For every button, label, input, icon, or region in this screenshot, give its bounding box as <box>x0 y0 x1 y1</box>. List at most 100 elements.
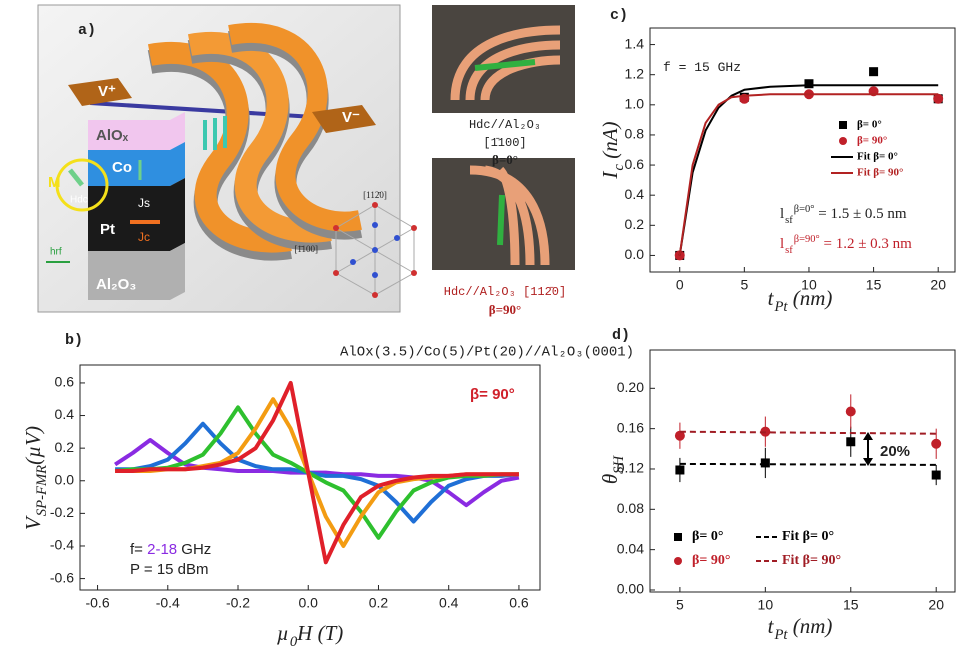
photos: Hdc//Al₂O₃ [1̄100] β=0° Hdc//Al₂O₃ [112̄… <box>432 5 575 317</box>
text-part: = 1.5 ± 0.5 nm <box>814 206 906 222</box>
marker <box>934 94 943 103</box>
x-tick-label: 0 <box>676 277 684 293</box>
y-tick-label: 0.4 <box>625 186 645 202</box>
x-tick-label: 15 <box>866 277 882 293</box>
text-part: β=90° <box>794 234 820 245</box>
marker <box>846 407 855 416</box>
text-part: SH <box>611 454 627 473</box>
layer-label: Al₂O₃ <box>96 276 136 293</box>
photo-caption: [1̄100] <box>483 136 526 150</box>
vector-label: Hdc <box>70 195 88 206</box>
text-part: = 1.2 ± 0.3 nm <box>820 236 912 252</box>
series-line <box>680 432 936 434</box>
legend-swatch <box>674 557 682 565</box>
annotation: f = 15 GHz <box>663 60 741 75</box>
text-part: (nm) <box>788 614 833 638</box>
text-part: Pt <box>773 299 788 315</box>
y-tick-label: 0.04 <box>617 540 644 556</box>
legend-label: β= 0° <box>692 529 723 544</box>
marker <box>676 466 684 474</box>
y-tick-label: 0.2 <box>55 439 75 455</box>
legend-swatch <box>839 137 847 145</box>
y-tick-label: 0.6 <box>625 156 645 172</box>
page: {"figure_a": {"label": "a)", "layers": [… <box>0 0 966 650</box>
text-part: sf <box>785 245 793 256</box>
y-tick-label: 0.08 <box>617 500 644 516</box>
y-tick-label: 0.16 <box>617 419 644 435</box>
legend-label: Fit β= 90° <box>782 553 841 568</box>
y-tick-label: 0.0 <box>625 246 645 262</box>
lattice-label: [112̄0] <box>363 190 387 200</box>
x-tick-label: 5 <box>676 597 684 613</box>
y-tick-label: 0.6 <box>55 374 75 390</box>
y-tick-label: -0.2 <box>50 504 74 520</box>
text-part: (nA) <box>598 121 622 164</box>
legend-label: Fit β= 0° <box>782 529 834 544</box>
x-tick-label: -0.4 <box>156 595 180 611</box>
legend-swatch <box>839 121 847 129</box>
y-tick-label: -0.4 <box>50 537 74 553</box>
layer <box>88 178 185 251</box>
marker <box>932 471 940 479</box>
y-axis-label: Ic (nA) <box>598 121 628 179</box>
y-axis-label: θSH <box>598 454 628 484</box>
y-tick-label: 1.4 <box>625 35 645 51</box>
lattice-label: [1̄100] <box>294 244 318 254</box>
text-part: l <box>780 206 784 222</box>
y-tick-label: 0.0 <box>55 471 75 487</box>
x-tick-label: 0.6 <box>509 595 529 611</box>
text-part: sf <box>785 215 793 226</box>
legend-label: Fit β= 90° <box>857 167 903 179</box>
contact-label: V⁺ <box>98 83 116 100</box>
text-part: f = 15 GHz <box>663 60 741 75</box>
legend-label: β= 0° <box>857 119 882 131</box>
annotation: 20% <box>880 443 910 460</box>
x-tick-label: 0.4 <box>439 595 459 611</box>
text-part: 20% <box>880 443 910 460</box>
x-tick-label: 0.0 <box>299 595 319 611</box>
x-axis-label: µ0H (T) <box>277 621 344 650</box>
marker <box>761 459 769 467</box>
text-part: V <box>21 515 45 530</box>
panel-label: c) <box>610 7 628 24</box>
text-part: f= <box>130 541 147 558</box>
vector-label: hrf <box>50 247 62 258</box>
legend-label: Fit β= 0° <box>857 151 898 163</box>
panel-label: b) <box>65 332 83 349</box>
y-tick-label: 1.2 <box>625 65 645 81</box>
y-tick-label: 1.0 <box>625 96 645 112</box>
y-tick-label: -0.6 <box>50 569 74 585</box>
vector-label: Jc <box>138 230 150 244</box>
text-part: GHz <box>177 541 211 558</box>
text-part: (µV) <box>21 426 45 465</box>
series-line <box>680 464 936 465</box>
text-part: 2-18 <box>147 541 177 558</box>
layer-label: Co <box>112 159 132 176</box>
contact-label: V⁻ <box>342 109 360 126</box>
chart-title: AlOx(3.5)/Co(5)/Pt(20)//Al₂O₃(0001) <box>340 345 634 361</box>
y-tick-label: 0.20 <box>617 379 644 395</box>
photo-arrow <box>500 195 502 245</box>
x-tick-label: 5 <box>740 277 748 293</box>
annotation: β= 90° <box>470 386 515 403</box>
photo-angle: β=0° <box>492 152 518 167</box>
text-part: θ <box>598 474 622 484</box>
panel-a: a) V⁺ V⁻ AlOₓ Co Pt Al₂O₃ M Hdc Js Jc hr… <box>38 5 417 312</box>
text-part: SP-FMR <box>34 465 50 516</box>
marker <box>805 80 813 88</box>
x-tick-label: 10 <box>758 597 774 613</box>
text-part: β=0° <box>794 204 815 215</box>
panel-label: d) <box>612 327 630 344</box>
marker <box>870 68 878 76</box>
text-part: β= 90° <box>470 386 515 403</box>
vector-label: Js <box>138 196 150 210</box>
y-tick-label: 0.4 <box>55 406 75 422</box>
text-part: Pt <box>773 627 788 643</box>
annotation: lsfβ=90° = 1.2 ± 0.3 nm <box>780 234 912 256</box>
marker <box>847 438 855 446</box>
photo-angle: β=90° <box>489 302 521 317</box>
series-line <box>115 424 519 522</box>
x-tick-label: 20 <box>928 597 944 613</box>
vector-label: M <box>48 174 61 191</box>
x-tick-label: 20 <box>930 277 946 293</box>
